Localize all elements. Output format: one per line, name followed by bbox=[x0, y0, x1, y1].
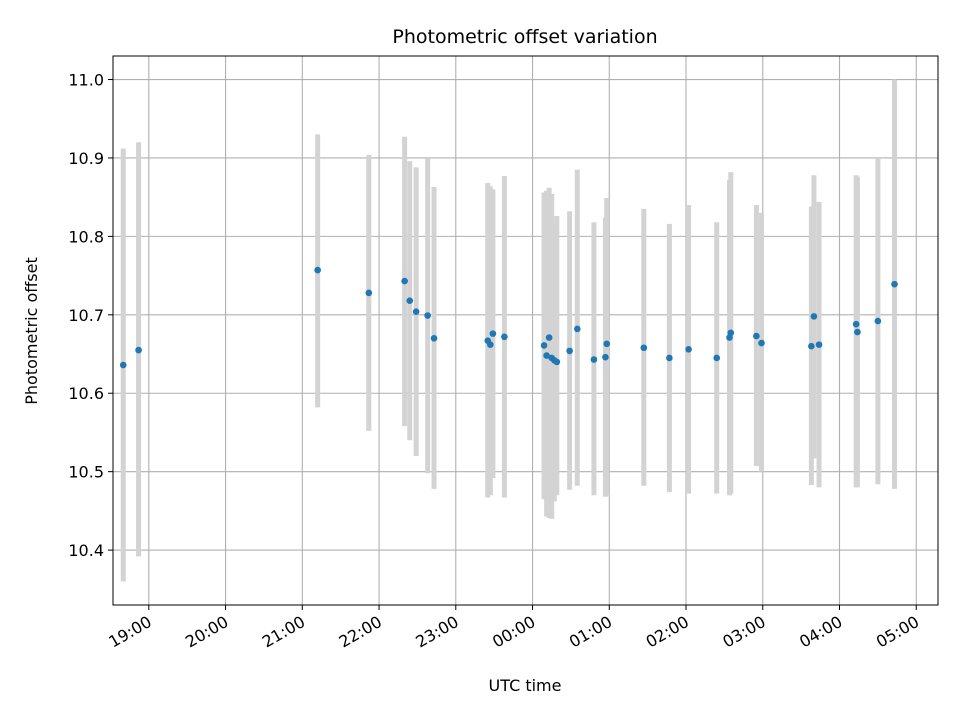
data-point bbox=[854, 328, 861, 336]
data-point bbox=[365, 289, 373, 297]
data-point bbox=[810, 313, 818, 320]
data-point bbox=[424, 312, 431, 319]
y-tick-label: 10.9 bbox=[68, 149, 104, 168]
data-point bbox=[758, 339, 765, 347]
y-tick-label: 10.6 bbox=[68, 384, 104, 403]
data-point bbox=[406, 297, 414, 304]
data-point bbox=[487, 341, 494, 348]
data-point bbox=[540, 342, 548, 349]
data-point bbox=[501, 333, 508, 341]
y-axis: 10.4 10.5 10.6 10.7 10.8 10.9 11.0 bbox=[68, 71, 113, 560]
data-point bbox=[401, 277, 408, 285]
plot-area-frame bbox=[112, 55, 939, 606]
y-tick-label: 10.7 bbox=[68, 306, 104, 325]
y-axis-label: Photometric offset bbox=[22, 257, 41, 405]
data-point bbox=[602, 353, 609, 361]
data-point bbox=[314, 266, 321, 274]
chart-title: Photometric offset variation bbox=[392, 26, 657, 48]
data-point bbox=[566, 347, 573, 355]
x-axis-label: UTC time bbox=[489, 676, 562, 695]
data-point bbox=[891, 280, 898, 288]
data-point bbox=[412, 308, 420, 315]
y-tick-label: 11.0 bbox=[68, 71, 104, 90]
grid bbox=[113, 56, 938, 605]
data-point bbox=[553, 358, 561, 366]
y-tick-label: 10.5 bbox=[68, 463, 104, 482]
data-point bbox=[808, 342, 815, 350]
data-point bbox=[489, 330, 497, 337]
data-point bbox=[815, 341, 823, 348]
data-point bbox=[430, 335, 438, 342]
data-point bbox=[590, 356, 598, 363]
data-point bbox=[685, 346, 692, 353]
data-point bbox=[135, 346, 142, 354]
data-point bbox=[543, 352, 550, 359]
y-tick-label: 10.4 bbox=[68, 541, 104, 560]
data-point bbox=[640, 344, 648, 352]
data-point bbox=[574, 325, 581, 333]
data-point bbox=[753, 332, 760, 340]
data-point bbox=[666, 354, 673, 362]
data-point bbox=[727, 329, 735, 337]
data-point bbox=[852, 320, 860, 328]
y-tick-label: 10.8 bbox=[68, 227, 104, 246]
data-points bbox=[119, 266, 898, 369]
data-point bbox=[545, 334, 553, 341]
data-point bbox=[713, 354, 721, 362]
data-point bbox=[119, 361, 127, 369]
data-point bbox=[874, 317, 882, 325]
data-point bbox=[603, 340, 611, 348]
